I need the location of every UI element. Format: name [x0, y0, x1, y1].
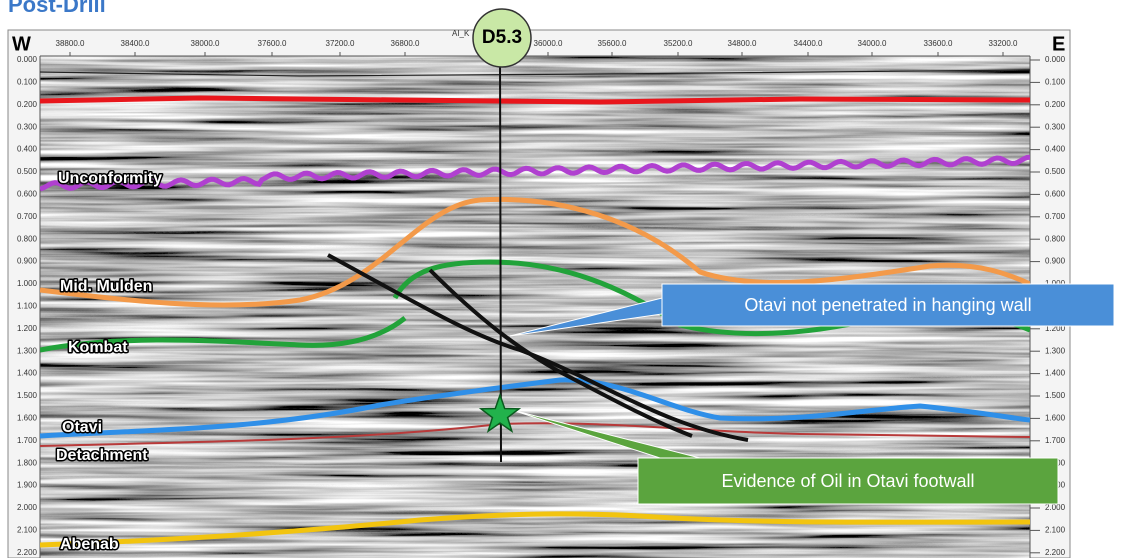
time-tick-label: 2.000 — [17, 503, 38, 512]
time-tick-label: 1.600 — [17, 414, 38, 423]
well-code: AI_K — [452, 29, 470, 38]
fault — [327, 253, 749, 442]
time-tick-label: 1.300 — [1045, 346, 1066, 355]
horizon-label: Kombat — [68, 339, 128, 356]
time-tick-label: 0.300 — [1045, 122, 1066, 131]
topo-line — [40, 69, 1030, 77]
time-tick-label: 0.900 — [1045, 257, 1066, 266]
time-tick-label: 1.500 — [17, 391, 38, 400]
east-label: E — [1052, 33, 1065, 55]
distance-tick-label: 35600.0 — [598, 39, 627, 48]
time-tick-label: 0.400 — [1045, 145, 1066, 154]
time-tick-label: 0.600 — [17, 190, 38, 199]
time-tick-label: 0.700 — [17, 212, 38, 221]
time-tick-label: 0.700 — [1045, 212, 1066, 221]
time-tick-label: 1.700 — [1045, 436, 1066, 445]
distance-tick-label: 33200.0 — [989, 39, 1018, 48]
time-tick-label: 0.100 — [17, 78, 38, 87]
callout-box — [661, 283, 1115, 327]
time-tick-label: 0.600 — [1045, 190, 1066, 199]
horizon-line — [40, 154, 1030, 192]
time-tick-label: 0.000 — [17, 55, 38, 64]
time-tick-label: 1.400 — [1045, 369, 1066, 378]
horizon-label: Mid. Mulden — [60, 278, 152, 295]
horizon-label: Otavi — [62, 419, 102, 436]
time-tick-label: 1.300 — [17, 346, 38, 355]
time-tick-label: 1.700 — [17, 436, 38, 445]
well-marker — [472, 8, 532, 68]
time-tick-label: 0.100 — [1045, 78, 1066, 87]
time-tick-label: 0.500 — [17, 167, 38, 176]
time-tick-label: 2.000 — [1045, 503, 1066, 512]
time-tick-label: 0.200 — [17, 100, 38, 109]
time-tick-label: 2.200 — [17, 548, 38, 557]
time-tick-label: 0.300 — [17, 122, 38, 131]
time-tick-label: 0.000 — [1045, 55, 1066, 64]
callout-text: Evidence of Oil in Otavi footwall — [721, 471, 974, 491]
time-tick-label: 1.100 — [17, 302, 38, 311]
time-tick-label: 0.800 — [17, 234, 38, 243]
time-tick-label: 2.100 — [17, 526, 38, 535]
horizon-line — [40, 377, 1030, 439]
horizon-line — [40, 511, 1030, 548]
callout-text: Otavi not penetrated in hanging wall — [744, 295, 1031, 315]
distance-tick-label: 34000.0 — [858, 39, 887, 48]
time-tick-label: 1.500 — [1045, 391, 1066, 400]
time-tick-label: 0.800 — [1045, 234, 1066, 243]
distance-tick-label: 35200.0 — [664, 39, 693, 48]
time-tick-label: 1.800 — [17, 458, 38, 467]
distance-tick-label: 36000.0 — [534, 39, 563, 48]
time-tick-label: 2.100 — [1045, 526, 1066, 535]
well-trajectory — [499, 55, 502, 463]
distance-tick-label: 37200.0 — [326, 39, 355, 48]
horizon-label: Detachment — [56, 447, 148, 464]
horizon-label: Unconformity — [58, 170, 162, 187]
horizon-line — [40, 196, 1030, 308]
callout-box — [637, 457, 1059, 505]
time-tick-label: 2.200 — [1045, 548, 1066, 557]
time-tick-label: 1.600 — [1045, 414, 1066, 423]
time-tick-label: 1.200 — [1045, 324, 1066, 333]
distance-tick-label: 38000.0 — [191, 39, 220, 48]
distance-tick-label: 33600.0 — [924, 39, 953, 48]
time-tick-label: 1.900 — [17, 481, 38, 490]
distance-tick-label: 34800.0 — [728, 39, 757, 48]
oil-star — [478, 392, 522, 434]
distance-tick-label: 34400.0 — [794, 39, 823, 48]
distance-tick-label: 38800.0 — [56, 39, 85, 48]
time-tick-label: 0.500 — [1045, 167, 1066, 176]
well-name: D5.3 — [482, 27, 522, 48]
time-tick-label: 0.200 — [1045, 100, 1066, 109]
horizon-line — [40, 422, 1030, 447]
time-tick-label: 0.900 — [17, 257, 38, 266]
horizon-label: Abenab — [60, 536, 119, 553]
time-tick-label: 1.000 — [17, 279, 38, 288]
distance-tick-label: 37600.0 — [258, 39, 287, 48]
time-tick-label: 1.200 — [17, 324, 38, 333]
title: Post-Drill — [8, 0, 106, 17]
time-tick-label: 1.400 — [17, 369, 38, 378]
west-label: W — [12, 33, 31, 55]
fault — [428, 268, 693, 438]
overlay: 38800.0 38400.0 38000.0 37600.0 37200.0 36800… — [17, 8, 1115, 557]
time-tick-label: 0.400 — [17, 145, 38, 154]
distance-tick-label: 36800.0 — [391, 39, 420, 48]
distance-tick-label: 38400.0 — [121, 39, 150, 48]
